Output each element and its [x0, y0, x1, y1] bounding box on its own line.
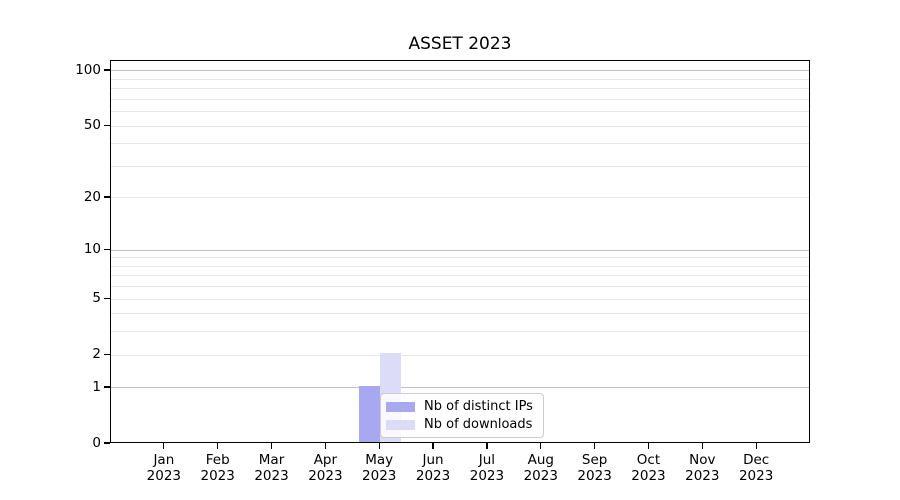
x-tick-mark: [163, 443, 165, 449]
y-minor-gridline: [111, 313, 809, 315]
y-minor-gridline: [111, 331, 809, 333]
y-tick-mark: [104, 386, 110, 388]
y-major-gridline: [111, 387, 809, 389]
y-minor-gridline: [111, 298, 809, 300]
y-minor-gridline: [111, 197, 809, 199]
x-tick-mark: [540, 443, 542, 449]
y-major-gridline: [111, 70, 809, 72]
x-tick-label: Jul 2023: [469, 452, 505, 484]
y-tick-mark: [104, 442, 110, 444]
x-tick-label: Jun 2023: [415, 452, 451, 484]
plot-area: Nb of distinct IPs Nb of downloads: [110, 60, 810, 443]
legend-row: Nb of distinct IPs: [386, 399, 537, 414]
x-tick-label: Feb 2023: [200, 452, 235, 484]
y-tick-mark: [104, 248, 110, 250]
x-tick-mark: [270, 443, 273, 449]
x-tick-label: Oct 2023: [631, 452, 666, 484]
y-minor-gridline: [111, 257, 809, 259]
y-tick-label: 50: [83, 117, 101, 134]
y-tick-mark: [104, 69, 110, 71]
y-minor-gridline: [111, 286, 809, 288]
y-major-gridline: [111, 249, 809, 251]
x-tick-label: Aug 2023: [523, 452, 558, 484]
y-tick-mark: [104, 297, 110, 299]
y-tick-label: 10: [83, 241, 101, 258]
x-tick-label: Jan 2023: [146, 452, 182, 484]
x-tick-mark: [378, 443, 380, 449]
y-minor-gridline: [111, 265, 809, 267]
y-minor-gridline: [111, 143, 809, 145]
x-tick-label: Apr 2023: [308, 452, 343, 484]
y-minor-gridline: [111, 275, 809, 277]
legend: Nb of distinct IPs Nb of downloads: [380, 393, 544, 438]
x-tick-label: May 2023: [362, 452, 397, 484]
y-tick-mark: [104, 196, 110, 198]
y-minor-gridline: [111, 125, 809, 127]
legend-label: Nb of distinct IPs: [424, 399, 533, 414]
y-minor-gridline: [111, 98, 809, 100]
y-minor-gridline: [111, 165, 809, 167]
y-tick-label: 100: [75, 61, 101, 78]
x-tick-mark: [647, 443, 650, 449]
y-minor-gridline: [111, 78, 809, 80]
legend-row: Nb of downloads: [386, 417, 537, 432]
legend-swatch: [386, 419, 415, 430]
x-tick-mark: [486, 443, 488, 449]
x-tick-mark: [593, 443, 596, 449]
y-tick-label: 2: [92, 346, 101, 363]
y-tick-label: 0: [92, 435, 101, 451]
x-tick-label: Sep 2023: [577, 452, 612, 484]
x-tick-label: Dec 2023: [738, 452, 774, 484]
chart-title: ASSET 2023: [408, 34, 512, 54]
x-tick-mark: [324, 443, 327, 449]
x-tick-mark: [701, 443, 703, 449]
y-tick-label: 5: [92, 290, 101, 307]
y-minor-gridline: [111, 111, 809, 113]
y-minor-gridline: [111, 88, 809, 90]
x-tick-mark: [432, 443, 434, 449]
x-tick-mark: [755, 443, 757, 449]
y-minor-gridline: [111, 354, 809, 356]
x-tick-label: Mar 2023: [254, 452, 289, 484]
legend-label: Nb of downloads: [424, 417, 533, 432]
y-tick-mark: [104, 124, 110, 126]
bar-nb-of-distinct-ips: [359, 385, 381, 442]
y-tick-label: 1: [92, 378, 101, 395]
legend-swatch: [386, 401, 415, 412]
x-tick-label: Nov 2023: [685, 452, 720, 484]
x-tick-mark: [217, 443, 219, 449]
y-tick-mark: [104, 353, 110, 355]
y-tick-label: 20: [83, 188, 101, 205]
